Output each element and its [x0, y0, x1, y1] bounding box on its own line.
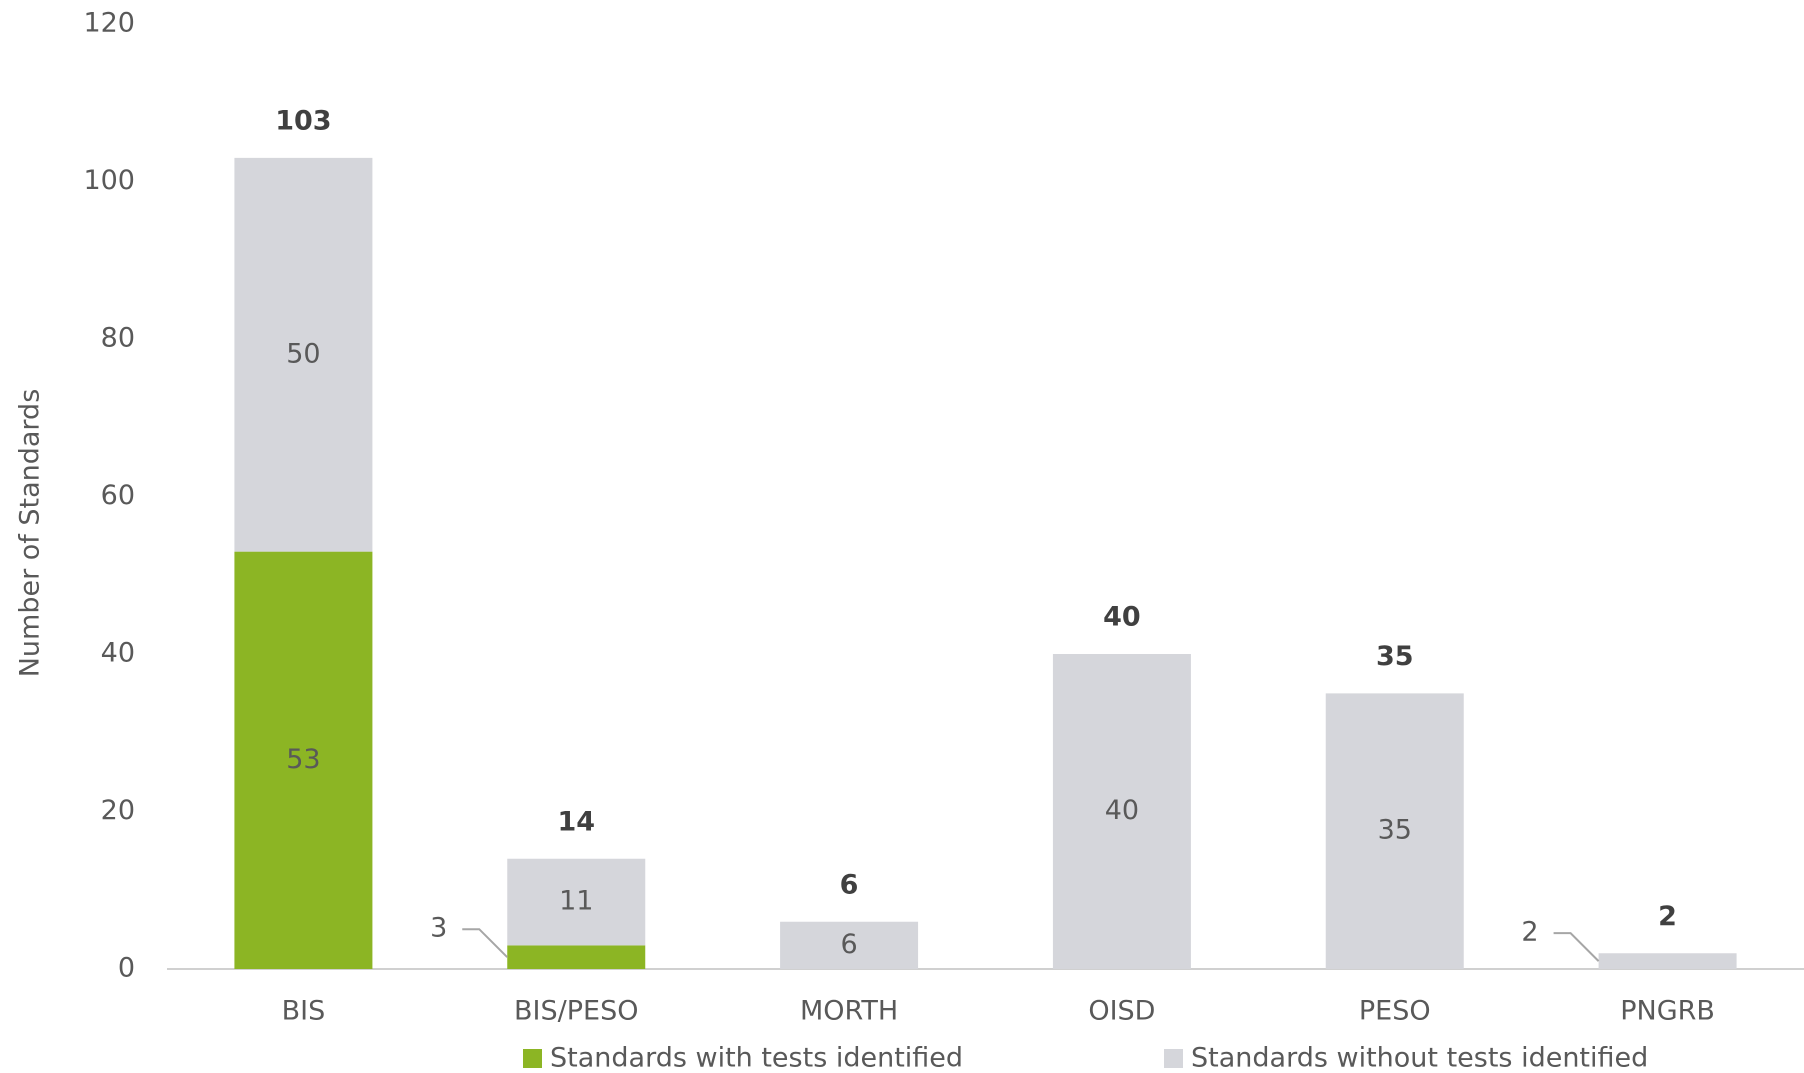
legend-label: Standards without tests identified: [1191, 1043, 1648, 1073]
x-tick-label: MORTH: [800, 996, 898, 1027]
y-tick-label: 0: [118, 953, 135, 984]
total-label: 40: [1103, 602, 1141, 633]
data-label: 6: [840, 929, 857, 960]
bar-segment: [1325, 693, 1464, 969]
y-tick-label: 40: [101, 638, 135, 669]
bar-segment: [507, 945, 646, 969]
bar-segment: [780, 921, 919, 969]
leader-line: [1553, 932, 1600, 962]
legend-swatch: [1164, 1049, 1183, 1068]
bar-segment: [507, 858, 646, 946]
y-tick-label: 80: [101, 323, 135, 354]
total-label: 2: [1658, 901, 1677, 932]
y-axis-title: Number of Standards: [15, 389, 46, 678]
bar-segment: [1598, 953, 1737, 969]
y-tick-label: 20: [101, 795, 135, 826]
total-label: 103: [275, 105, 331, 136]
y-tick-label: 120: [83, 8, 135, 39]
x-tick-label: BIS/PESO: [514, 996, 638, 1027]
x-tick-label: PESO: [1359, 996, 1431, 1027]
legend-swatch: [523, 1049, 542, 1068]
data-label: 40: [1105, 795, 1139, 826]
x-tick-label: OISD: [1088, 996, 1155, 1027]
data-label: 50: [286, 338, 320, 369]
x-tick-label: PNGRB: [1620, 996, 1715, 1027]
data-label: 35: [1378, 815, 1412, 846]
x-tick-label: BIS: [282, 996, 326, 1027]
leader-line: [462, 928, 508, 958]
total-label: 14: [557, 806, 595, 837]
data-label: 2: [1521, 917, 1538, 948]
total-label: 6: [840, 869, 859, 900]
y-tick-label: 100: [83, 165, 135, 196]
data-label: 11: [559, 886, 593, 917]
total-label: 35: [1376, 641, 1414, 672]
data-label: 3: [430, 913, 447, 944]
bar-segment: [1052, 654, 1191, 969]
data-label: 53: [286, 744, 320, 775]
bar-segment: [234, 551, 373, 969]
legend-label: Standards with tests identified: [550, 1043, 963, 1073]
y-tick-label: 60: [101, 480, 135, 511]
bar-segment: [234, 157, 373, 552]
